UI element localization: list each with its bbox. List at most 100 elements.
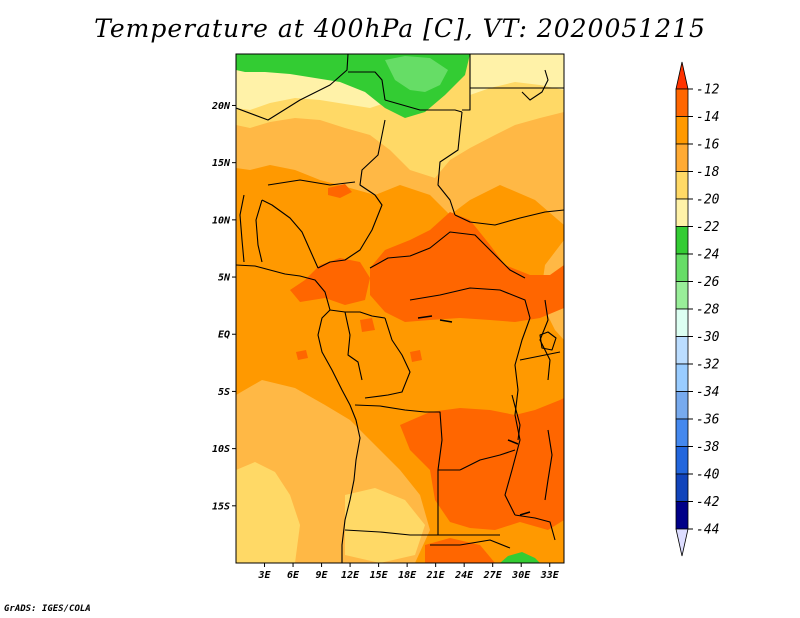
colorbar-label: -40 — [696, 468, 720, 483]
colorbar-swatch — [675, 446, 689, 475]
colorbar-swatch — [675, 226, 689, 255]
colorbar-label: -44 — [696, 523, 719, 538]
colorbar-label: -38 — [696, 440, 720, 455]
border-zimbabwe — [514, 514, 556, 541]
colorbar-swatch — [675, 171, 689, 200]
band-12-14-spot-b — [296, 350, 308, 360]
colorbar-bottom-arrow — [675, 528, 689, 557]
border-caprivi — [430, 539, 511, 549]
border-angola-namibia — [344, 529, 438, 536]
border-benin — [255, 199, 263, 263]
border-niger-nigeria — [267, 179, 356, 186]
red-sea-coast — [521, 69, 549, 101]
band-12-14-west — [290, 258, 370, 305]
border-togo — [239, 194, 245, 263]
border-nigeria-east — [261, 199, 319, 269]
border-gabon — [344, 311, 363, 381]
band-12-14-spot-a — [328, 184, 352, 198]
border-chad-west — [317, 119, 386, 269]
border-sudan-south — [454, 209, 564, 226]
latitude-axis: 20N 15N 10N 5N EQ 5S 10S 15S — [211, 101, 236, 512]
border-drc-north — [409, 287, 531, 319]
border-egypt-libya — [462, 54, 471, 111]
colorbar-label: -28 — [696, 303, 720, 318]
lon-tick-label: 27E — [483, 570, 503, 581]
longitude-axis: 3E 6E 9E 12E 15E 18E 21E 24E 27E 30E 33E — [257, 563, 560, 581]
colorbar-swatch — [675, 363, 689, 392]
colorbar-swatch — [675, 501, 689, 530]
colorbar-label: -14 — [696, 110, 719, 125]
band-18-20-south — [345, 488, 425, 563]
lon-tick-label: 18E — [398, 570, 417, 581]
border-zambia-east — [459, 449, 516, 471]
temperature-field — [236, 54, 564, 563]
lat-tick-label: EQ — [218, 330, 230, 341]
band-24-26-north — [385, 56, 448, 92]
colorbar-swatch — [675, 418, 689, 447]
border-malawi — [544, 429, 553, 501]
border-cameroon-south — [329, 309, 386, 319]
colorbar-label: -18 — [696, 165, 720, 180]
colorbar: -12 -14 -16 -18 -20 -22 -24 -26 -28 -30 -32 -34 -36 -… — [675, 61, 720, 557]
colorbar-label: -30 — [696, 330, 720, 345]
colorbar-top-arrow — [675, 61, 689, 90]
lon-tick-label: 3E — [257, 570, 271, 581]
lat-tick-label: 20N — [211, 101, 231, 112]
lon-tick-label: 30E — [511, 570, 531, 581]
colorbar-label: -24 — [696, 248, 719, 263]
colorbar-label: -20 — [696, 193, 720, 208]
colorbar-label: -26 — [696, 275, 720, 290]
band-20-22-northeast — [470, 54, 564, 95]
lon-tick-label: 9E — [316, 570, 329, 581]
lake-victoria — [539, 331, 557, 351]
border-algeria-libya — [348, 71, 386, 101]
lat-tick-label: 15S — [212, 501, 230, 512]
colorbar-label: -32 — [696, 358, 720, 373]
map-frame — [235, 53, 565, 564]
lon-tick-label: 15E — [370, 570, 389, 581]
colorbar-swatch — [675, 116, 689, 145]
lake-tanganyika — [511, 394, 521, 441]
lat-tick-label: 15N — [212, 158, 231, 169]
lat-tick-label: 5S — [218, 387, 230, 398]
band-12-14-south — [425, 538, 495, 563]
border-chad-east — [437, 111, 463, 216]
lon-tick-label: 12E — [341, 570, 360, 581]
band-18-20-southwest — [236, 462, 300, 563]
border-tanzania — [519, 351, 561, 361]
coastline-west — [236, 264, 361, 563]
colorbar-label: -34 — [696, 385, 719, 400]
lat-tick-label: 10N — [212, 215, 231, 226]
colorbar-swatch — [675, 198, 689, 227]
lon-tick-label: 6E — [287, 570, 300, 581]
colorbar-swatch — [675, 88, 689, 117]
colorbar-swatch — [675, 308, 689, 337]
colorbar-swatch — [675, 391, 689, 420]
colorbar-label: -12 — [696, 83, 720, 98]
colorbar-swatch — [675, 281, 689, 310]
colorbar-label: -16 — [696, 138, 720, 153]
border-east-africa — [539, 299, 551, 381]
border-congo-drc — [364, 317, 411, 399]
colorbar-label: -22 — [696, 220, 720, 235]
colorbar-swatch — [675, 253, 689, 282]
lat-tick-label: 5N — [218, 273, 231, 284]
country-borders — [236, 54, 564, 563]
colorbar-swatch — [675, 473, 689, 502]
border-chad-north — [384, 99, 463, 113]
river-marks — [417, 315, 531, 516]
band-12-14-spot-d — [360, 318, 375, 332]
band-12-14-central — [370, 212, 564, 322]
lon-tick-label: 21E — [426, 570, 446, 581]
border-north-line — [236, 54, 349, 121]
colorbar-swatch — [675, 336, 689, 365]
border-drc-east — [504, 317, 531, 516]
border-angola-drc — [354, 404, 460, 471]
colorbar-swatch — [675, 143, 689, 172]
grads-credit: GrADS: IGES/COLA — [4, 604, 91, 614]
lon-tick-label: 24E — [454, 570, 474, 581]
colorbar-label: -36 — [696, 413, 720, 428]
lon-tick-label: 33E — [540, 570, 560, 581]
border-car-south — [369, 231, 526, 279]
